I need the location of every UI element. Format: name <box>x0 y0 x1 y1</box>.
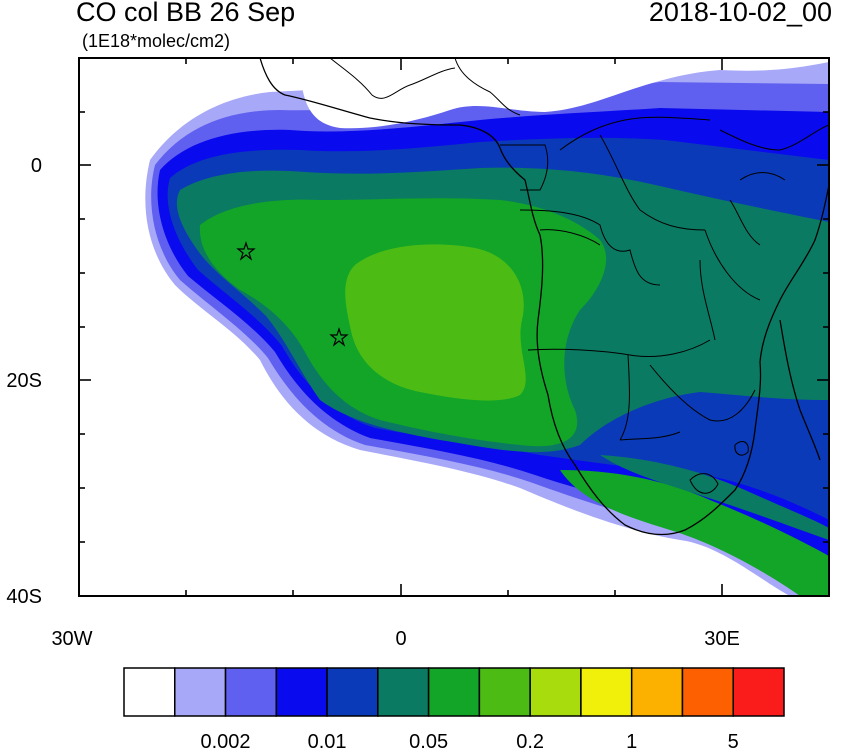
colorbar-swatch <box>478 667 531 717</box>
colorbar-swatch <box>377 667 430 717</box>
colorbar-swatch <box>580 667 633 717</box>
colorbar-swatch <box>630 667 684 717</box>
country-borders <box>329 58 829 494</box>
colorbar: 0.002 0.01 0.05 0.2 1 5 <box>123 667 785 750</box>
colorbar-swatch <box>275 667 328 717</box>
coastlines <box>259 58 829 536</box>
map-timestamp: 2018-10-02_00 <box>648 0 832 27</box>
map-title: CO col BB 26 Sep <box>76 0 296 27</box>
x-ticks <box>78 58 830 596</box>
colorbar-swatch <box>123 667 176 717</box>
colorbar-swatch <box>732 667 785 717</box>
y-tick-label: 40S <box>6 586 42 608</box>
colorbar-swatch <box>681 667 734 717</box>
map-plot-area <box>79 58 829 596</box>
co-plume-tail <box>560 470 829 596</box>
co-contour-level-7 <box>345 244 526 401</box>
x-tick-label: 30W <box>51 628 92 650</box>
colorbar-label: 0.05 <box>409 731 448 750</box>
star-marker <box>236 241 256 261</box>
x-tick-label: 30E <box>704 628 740 650</box>
colorbar-swatch <box>427 667 481 717</box>
colorbar-label: 0.2 <box>516 731 544 750</box>
colorbar-label: 0.002 <box>201 731 251 750</box>
colorbar-swatch <box>326 667 379 717</box>
y-ticks <box>79 111 829 597</box>
y-tick-label: 20S <box>6 370 42 392</box>
colorbar-swatch <box>224 667 278 717</box>
co-plume-tail-inner <box>600 455 829 540</box>
colorbar-swatch <box>529 667 582 717</box>
colorbar-label: 1 <box>626 731 637 750</box>
colorbar-label: 5 <box>728 731 739 750</box>
y-tick-label: 0 <box>31 155 42 177</box>
colorbar-swatch <box>174 667 227 717</box>
colorbar-label: 0.01 <box>308 731 347 750</box>
map-units: (1E18*molec/cm2) <box>82 31 231 51</box>
star-marker <box>329 327 349 347</box>
x-tick-label: 0 <box>395 628 406 650</box>
